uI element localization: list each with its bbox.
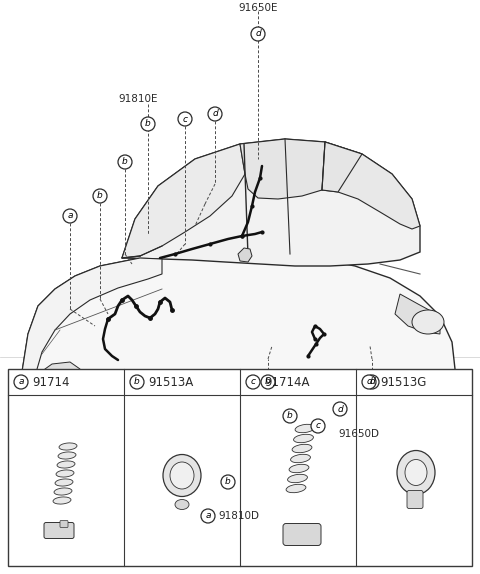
FancyBboxPatch shape: [8, 369, 472, 566]
Text: b: b: [287, 412, 293, 421]
Ellipse shape: [92, 388, 198, 440]
Text: b: b: [225, 478, 231, 487]
Text: 91714: 91714: [32, 375, 70, 389]
Circle shape: [333, 402, 347, 416]
Ellipse shape: [299, 397, 405, 447]
Circle shape: [208, 107, 222, 121]
Circle shape: [246, 375, 260, 389]
Ellipse shape: [290, 454, 311, 463]
Ellipse shape: [55, 479, 73, 486]
Ellipse shape: [54, 488, 72, 495]
Ellipse shape: [289, 464, 309, 473]
FancyBboxPatch shape: [283, 523, 321, 545]
Ellipse shape: [53, 497, 71, 504]
Ellipse shape: [286, 484, 306, 492]
Ellipse shape: [61, 393, 89, 411]
Text: b: b: [145, 119, 151, 129]
Circle shape: [141, 117, 155, 131]
Text: b: b: [97, 192, 103, 200]
Ellipse shape: [292, 444, 312, 453]
Circle shape: [14, 375, 28, 389]
Text: d: d: [369, 378, 375, 386]
Circle shape: [251, 27, 265, 41]
Circle shape: [261, 375, 275, 389]
Ellipse shape: [170, 462, 194, 489]
Circle shape: [130, 375, 144, 389]
Ellipse shape: [288, 474, 307, 483]
Circle shape: [283, 409, 297, 423]
Text: b: b: [265, 378, 271, 386]
Text: d: d: [366, 378, 372, 386]
Polygon shape: [322, 142, 362, 192]
Polygon shape: [122, 139, 420, 266]
Circle shape: [63, 209, 77, 223]
Ellipse shape: [397, 451, 435, 494]
Polygon shape: [30, 362, 80, 392]
FancyBboxPatch shape: [407, 491, 423, 509]
Circle shape: [221, 475, 235, 489]
Polygon shape: [322, 142, 420, 229]
Text: a: a: [18, 378, 24, 386]
Circle shape: [362, 375, 376, 389]
Circle shape: [93, 189, 107, 203]
Text: H: H: [71, 397, 79, 407]
Polygon shape: [22, 258, 162, 376]
FancyBboxPatch shape: [44, 522, 74, 538]
Circle shape: [118, 155, 132, 169]
Text: c: c: [182, 114, 188, 123]
Ellipse shape: [163, 455, 201, 497]
Text: d: d: [255, 29, 261, 38]
Text: b: b: [122, 157, 128, 166]
Text: 91513G: 91513G: [380, 375, 426, 389]
Text: c: c: [251, 378, 255, 386]
Ellipse shape: [57, 461, 75, 468]
Text: 91513A: 91513A: [148, 375, 193, 389]
Text: b: b: [134, 378, 140, 386]
Ellipse shape: [341, 417, 363, 427]
Text: 91714A: 91714A: [264, 375, 310, 389]
Text: 91810E: 91810E: [118, 94, 157, 104]
Circle shape: [178, 112, 192, 126]
Ellipse shape: [175, 499, 189, 510]
Circle shape: [311, 419, 325, 433]
Ellipse shape: [412, 310, 444, 334]
Polygon shape: [16, 372, 132, 456]
Ellipse shape: [405, 460, 427, 486]
Text: 91650E: 91650E: [238, 3, 278, 13]
Text: a: a: [67, 211, 73, 220]
Ellipse shape: [318, 406, 386, 438]
FancyBboxPatch shape: [60, 521, 68, 528]
Circle shape: [365, 375, 379, 389]
Text: d: d: [337, 405, 343, 413]
Text: 91650D: 91650D: [338, 429, 379, 439]
Circle shape: [201, 509, 215, 523]
Text: a: a: [205, 511, 211, 521]
Ellipse shape: [58, 452, 76, 459]
Polygon shape: [240, 139, 325, 199]
Ellipse shape: [295, 424, 315, 433]
Text: 91810D: 91810D: [218, 511, 259, 521]
Ellipse shape: [59, 443, 77, 450]
Polygon shape: [395, 294, 440, 334]
Ellipse shape: [111, 397, 179, 431]
Polygon shape: [22, 252, 455, 452]
Ellipse shape: [56, 470, 74, 477]
Text: d: d: [212, 110, 218, 118]
Ellipse shape: [294, 435, 313, 443]
Polygon shape: [122, 144, 245, 258]
Ellipse shape: [134, 409, 156, 420]
Polygon shape: [238, 248, 252, 262]
Text: c: c: [315, 421, 321, 430]
